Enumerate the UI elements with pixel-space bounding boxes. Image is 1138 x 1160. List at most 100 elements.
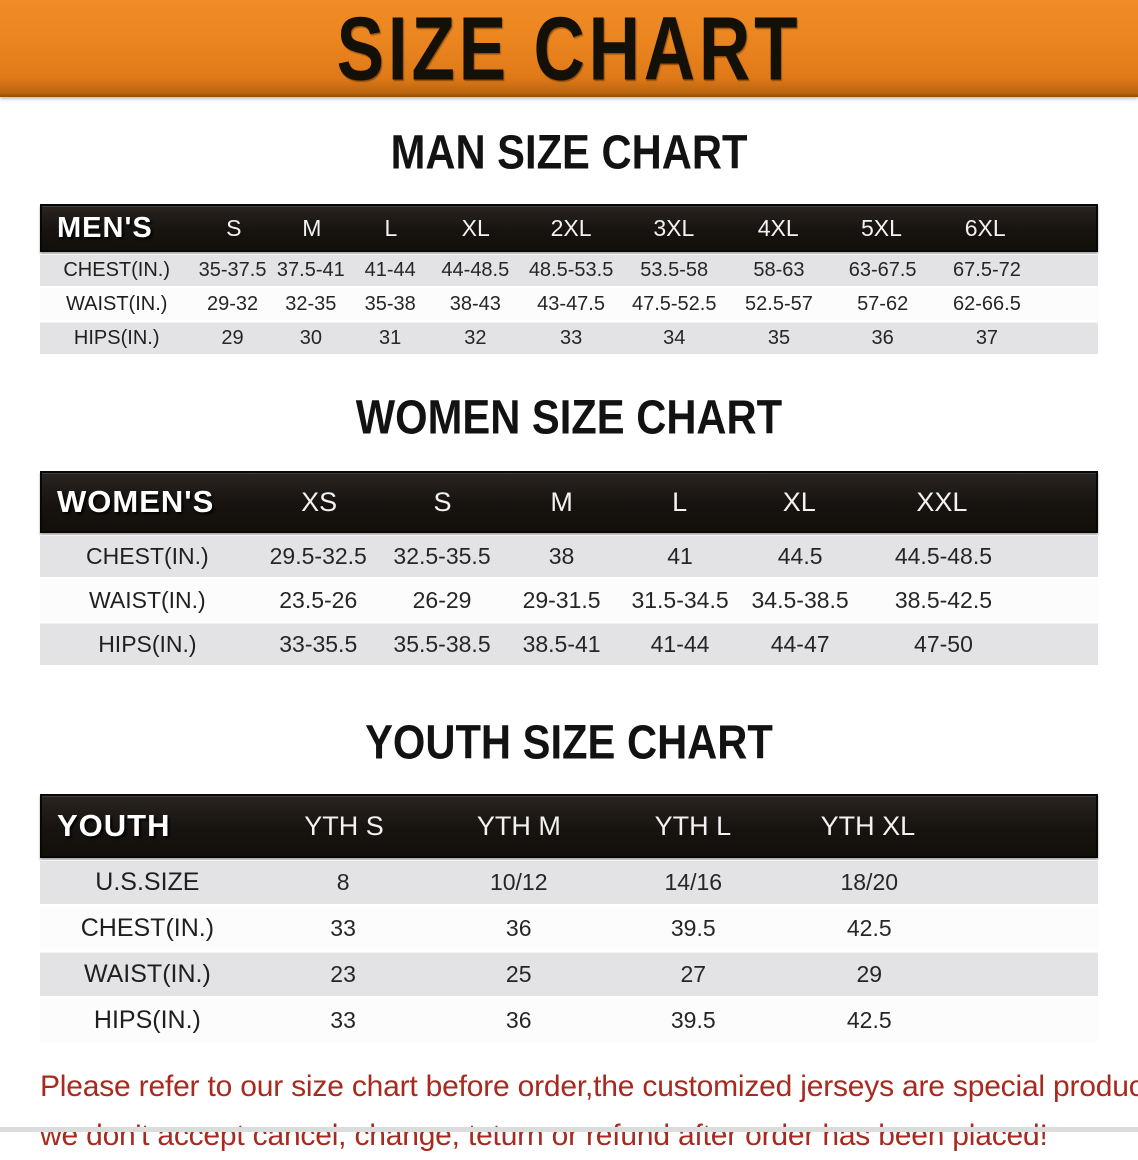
row-label: HIPS(IN.) xyxy=(93,1005,201,1034)
cell-value: 34.5-38.5 xyxy=(751,586,849,613)
bottom-edge-line xyxy=(0,1127,1138,1132)
cell-value: 44.5-48.5 xyxy=(894,542,993,569)
row-label: WAIST(IN.) xyxy=(65,292,168,315)
row-label: CHEST(IN.) xyxy=(63,258,171,281)
row-label: WAIST(IN.) xyxy=(83,959,211,988)
table-row: HIPS(IN.) 33 36 39.5 42.5 xyxy=(40,998,1098,1042)
size-column-header: 4XL xyxy=(757,214,799,241)
cell-value: 58-63 xyxy=(753,258,805,281)
size-column-header: 6XL xyxy=(964,214,1006,241)
men-table-header: MEN'S S M L XL 2XL 3XL 4XL 5XL 6XL xyxy=(40,204,1098,252)
cell-value: 33 xyxy=(330,914,356,941)
cell-value: 62-66.5 xyxy=(953,292,1021,315)
cell-value: 29-31.5 xyxy=(522,586,601,613)
men-header-label: MEN'S xyxy=(57,211,153,244)
cell-value: 29 xyxy=(221,326,244,349)
cell-value: 41 xyxy=(667,542,693,569)
cell-value: 57-62 xyxy=(857,292,909,315)
cell-value: 41-44 xyxy=(364,258,416,281)
cell-value: 29 xyxy=(856,960,883,987)
cell-value: 31.5-34.5 xyxy=(631,586,729,613)
order-disclaimer-note: Please refer to our size chart before or… xyxy=(40,1062,1138,1160)
row-label: WAIST(IN.) xyxy=(89,586,206,613)
size-column-header: XL xyxy=(461,214,490,241)
banner-title: SIZE CHART xyxy=(336,0,802,100)
cell-value: 33-35.5 xyxy=(279,630,358,657)
cell-value: 38 xyxy=(548,542,575,569)
cell-value: 32 xyxy=(464,326,487,349)
size-column-header: YTH XL xyxy=(820,810,916,841)
size-column-header: M xyxy=(550,486,573,517)
cell-value: 23.5-26 xyxy=(279,586,358,613)
table-row: CHEST(IN.) 35-37.5 37.5-41 41-44 44-48.5 48.5… xyxy=(40,254,1098,286)
men-table-rows: CHEST(IN.) 35-37.5 37.5-41 41-44 44-48.5 48.5… xyxy=(40,254,1098,354)
table-row: CHEST(IN.) 29.5-32.5 32.5-35.5 38 41 44.5 44.5… xyxy=(40,535,1098,577)
cell-value: 37 xyxy=(975,326,999,349)
disclaimer-line-2: we don't accept cancel, change, teturn o… xyxy=(40,1119,1048,1152)
table-row: HIPS(IN.) 33-35.5 35.5-38.5 38.5-41 41-44 44-… xyxy=(40,623,1098,665)
cell-value: 30 xyxy=(299,326,322,349)
table-row: WAIST(IN.) 29-32 32-35 35-38 38-43 43-47.5 47.… xyxy=(40,288,1098,320)
cell-value: 67.5-72 xyxy=(953,258,1021,281)
man-size-chart-title: MAN SIZE CHART xyxy=(390,126,748,180)
cell-value: 25 xyxy=(505,960,532,987)
youth-table-header: YOUTH YTH S YTH M YTH L YTH XL xyxy=(40,794,1098,858)
cell-value: 39.5 xyxy=(670,914,716,941)
women-size-table: WOMEN'S XS S M L XL XXL CHEST(IN.) 29.5-32.5 32… xyxy=(40,471,1098,665)
row-label: U.S.SIZE xyxy=(95,867,200,896)
cell-value: 23 xyxy=(330,960,356,987)
table-row: WAIST(IN.) 23 25 27 29 xyxy=(40,952,1098,996)
row-label: HIPS(IN.) xyxy=(98,630,197,657)
cell-value: 53.5-58 xyxy=(640,258,709,281)
size-column-header: S xyxy=(226,214,242,241)
size-chart-banner: SIZE CHART xyxy=(0,0,1138,100)
size-column-header: 3XL xyxy=(653,214,695,241)
cell-value: 44-48.5 xyxy=(441,258,510,281)
cell-value: 52.5-57 xyxy=(745,292,813,315)
cell-value: 44-47 xyxy=(770,630,830,657)
women-table-rows: CHEST(IN.) 29.5-32.5 32.5-35.5 38 41 44.5 44.5… xyxy=(40,535,1098,665)
size-column-header: XL xyxy=(782,486,816,517)
cell-value: 47-50 xyxy=(914,630,973,657)
cell-value: 18/20 xyxy=(840,868,899,895)
cell-value: 10/12 xyxy=(489,868,548,895)
cell-value: 35-37.5 xyxy=(198,258,267,281)
row-label: CHEST(IN.) xyxy=(86,542,209,569)
cell-value: 47.5-52.5 xyxy=(631,292,717,315)
cell-value: 31 xyxy=(379,326,402,349)
cell-value: 8 xyxy=(336,868,350,895)
size-column-header: XXL xyxy=(916,486,968,517)
table-row: HIPS(IN.) 29 30 31 32 33 34 35 36 37 xyxy=(40,322,1098,354)
cell-value: 32.5-35.5 xyxy=(393,542,491,569)
cell-value: 33 xyxy=(559,326,583,349)
cell-value: 48.5-53.5 xyxy=(528,258,614,281)
cell-value: 36 xyxy=(505,1006,532,1033)
cell-value: 37.5-41 xyxy=(276,258,345,281)
women-table-header: WOMEN'S XS S M L XL XXL xyxy=(40,471,1098,533)
table-row: CHEST(IN.) 33 36 39.5 42.5 xyxy=(40,906,1098,950)
size-column-header: XS xyxy=(301,486,338,517)
cell-value: 35-38 xyxy=(364,292,416,315)
women-size-chart-title: WOMEN SIZE CHART xyxy=(355,391,783,445)
size-column-header: L xyxy=(672,486,688,517)
size-column-header: YTH L xyxy=(654,810,732,841)
women-header-label: WOMEN'S xyxy=(57,484,215,519)
cell-value: 39.5 xyxy=(670,1006,716,1033)
youth-header-label: YOUTH xyxy=(57,808,171,843)
size-column-header: 2XL xyxy=(550,214,592,241)
cell-value: 42.5 xyxy=(846,1006,892,1033)
cell-value: 35 xyxy=(767,326,791,349)
cell-value: 35.5-38.5 xyxy=(393,630,491,657)
youth-size-chart-title: YOUTH SIZE CHART xyxy=(365,716,773,770)
cell-value: 42.5 xyxy=(846,914,892,941)
cell-value: 34 xyxy=(663,326,686,349)
cell-value: 32-35 xyxy=(285,292,337,315)
cell-value: 27 xyxy=(680,960,707,987)
youth-table-rows: U.S.SIZE 8 10/12 14/16 18/20 CHEST(IN.) 33 36 39… xyxy=(40,860,1098,1042)
men-size-table: MEN'S S M L XL 2XL 3XL 4XL 5XL 6XL CHEST(IN.) 35-… xyxy=(40,204,1098,354)
cell-value: 63-67.5 xyxy=(848,258,917,281)
cell-value: 38-43 xyxy=(449,292,501,315)
disclaimer-line-1: Please refer to our size chart before or… xyxy=(40,1070,1138,1103)
size-column-header: YTH M xyxy=(476,810,561,841)
